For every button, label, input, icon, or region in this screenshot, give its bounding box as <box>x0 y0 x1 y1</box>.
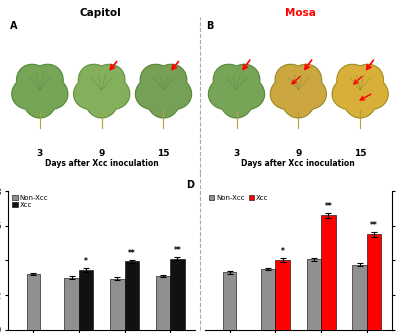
Legend: Non-Xcc, Xcc: Non-Xcc, Xcc <box>12 194 49 209</box>
Text: **: ** <box>174 246 181 255</box>
Text: B: B <box>206 21 214 31</box>
Bar <box>352 265 367 330</box>
Text: Days after Xcc inoculation: Days after Xcc inoculation <box>45 159 158 167</box>
Text: 9: 9 <box>98 150 105 159</box>
Text: Capitol: Capitol <box>79 8 121 18</box>
Text: 3: 3 <box>234 150 240 159</box>
Bar <box>124 261 139 330</box>
Text: 15: 15 <box>157 150 170 159</box>
Bar <box>367 234 382 330</box>
Text: *: * <box>84 257 88 266</box>
Polygon shape <box>74 64 130 118</box>
Bar <box>306 259 321 330</box>
Bar <box>26 274 40 330</box>
Polygon shape <box>12 64 68 118</box>
Text: 9: 9 <box>295 150 302 159</box>
Bar <box>79 270 94 330</box>
Bar <box>110 278 124 330</box>
Bar <box>156 276 170 330</box>
Polygon shape <box>136 64 192 118</box>
Polygon shape <box>270 64 326 118</box>
Text: Mosa: Mosa <box>284 8 316 18</box>
Text: *: * <box>281 247 285 256</box>
Bar <box>64 278 79 330</box>
Polygon shape <box>208 64 264 118</box>
Bar <box>223 272 236 330</box>
Text: **: ** <box>370 221 378 230</box>
Bar <box>261 269 276 330</box>
Text: D: D <box>186 180 194 190</box>
Bar <box>276 260 290 330</box>
Polygon shape <box>332 64 388 118</box>
Text: 3: 3 <box>37 150 43 159</box>
Text: A: A <box>10 21 17 31</box>
Legend: Non-Xcc, Xcc: Non-Xcc, Xcc <box>208 194 270 202</box>
Text: **: ** <box>128 249 136 258</box>
Bar <box>321 215 336 330</box>
Bar <box>170 259 185 330</box>
Text: Days after Xcc inoculation: Days after Xcc inoculation <box>242 159 355 167</box>
Text: **: ** <box>325 202 332 211</box>
Text: 15: 15 <box>354 150 366 159</box>
